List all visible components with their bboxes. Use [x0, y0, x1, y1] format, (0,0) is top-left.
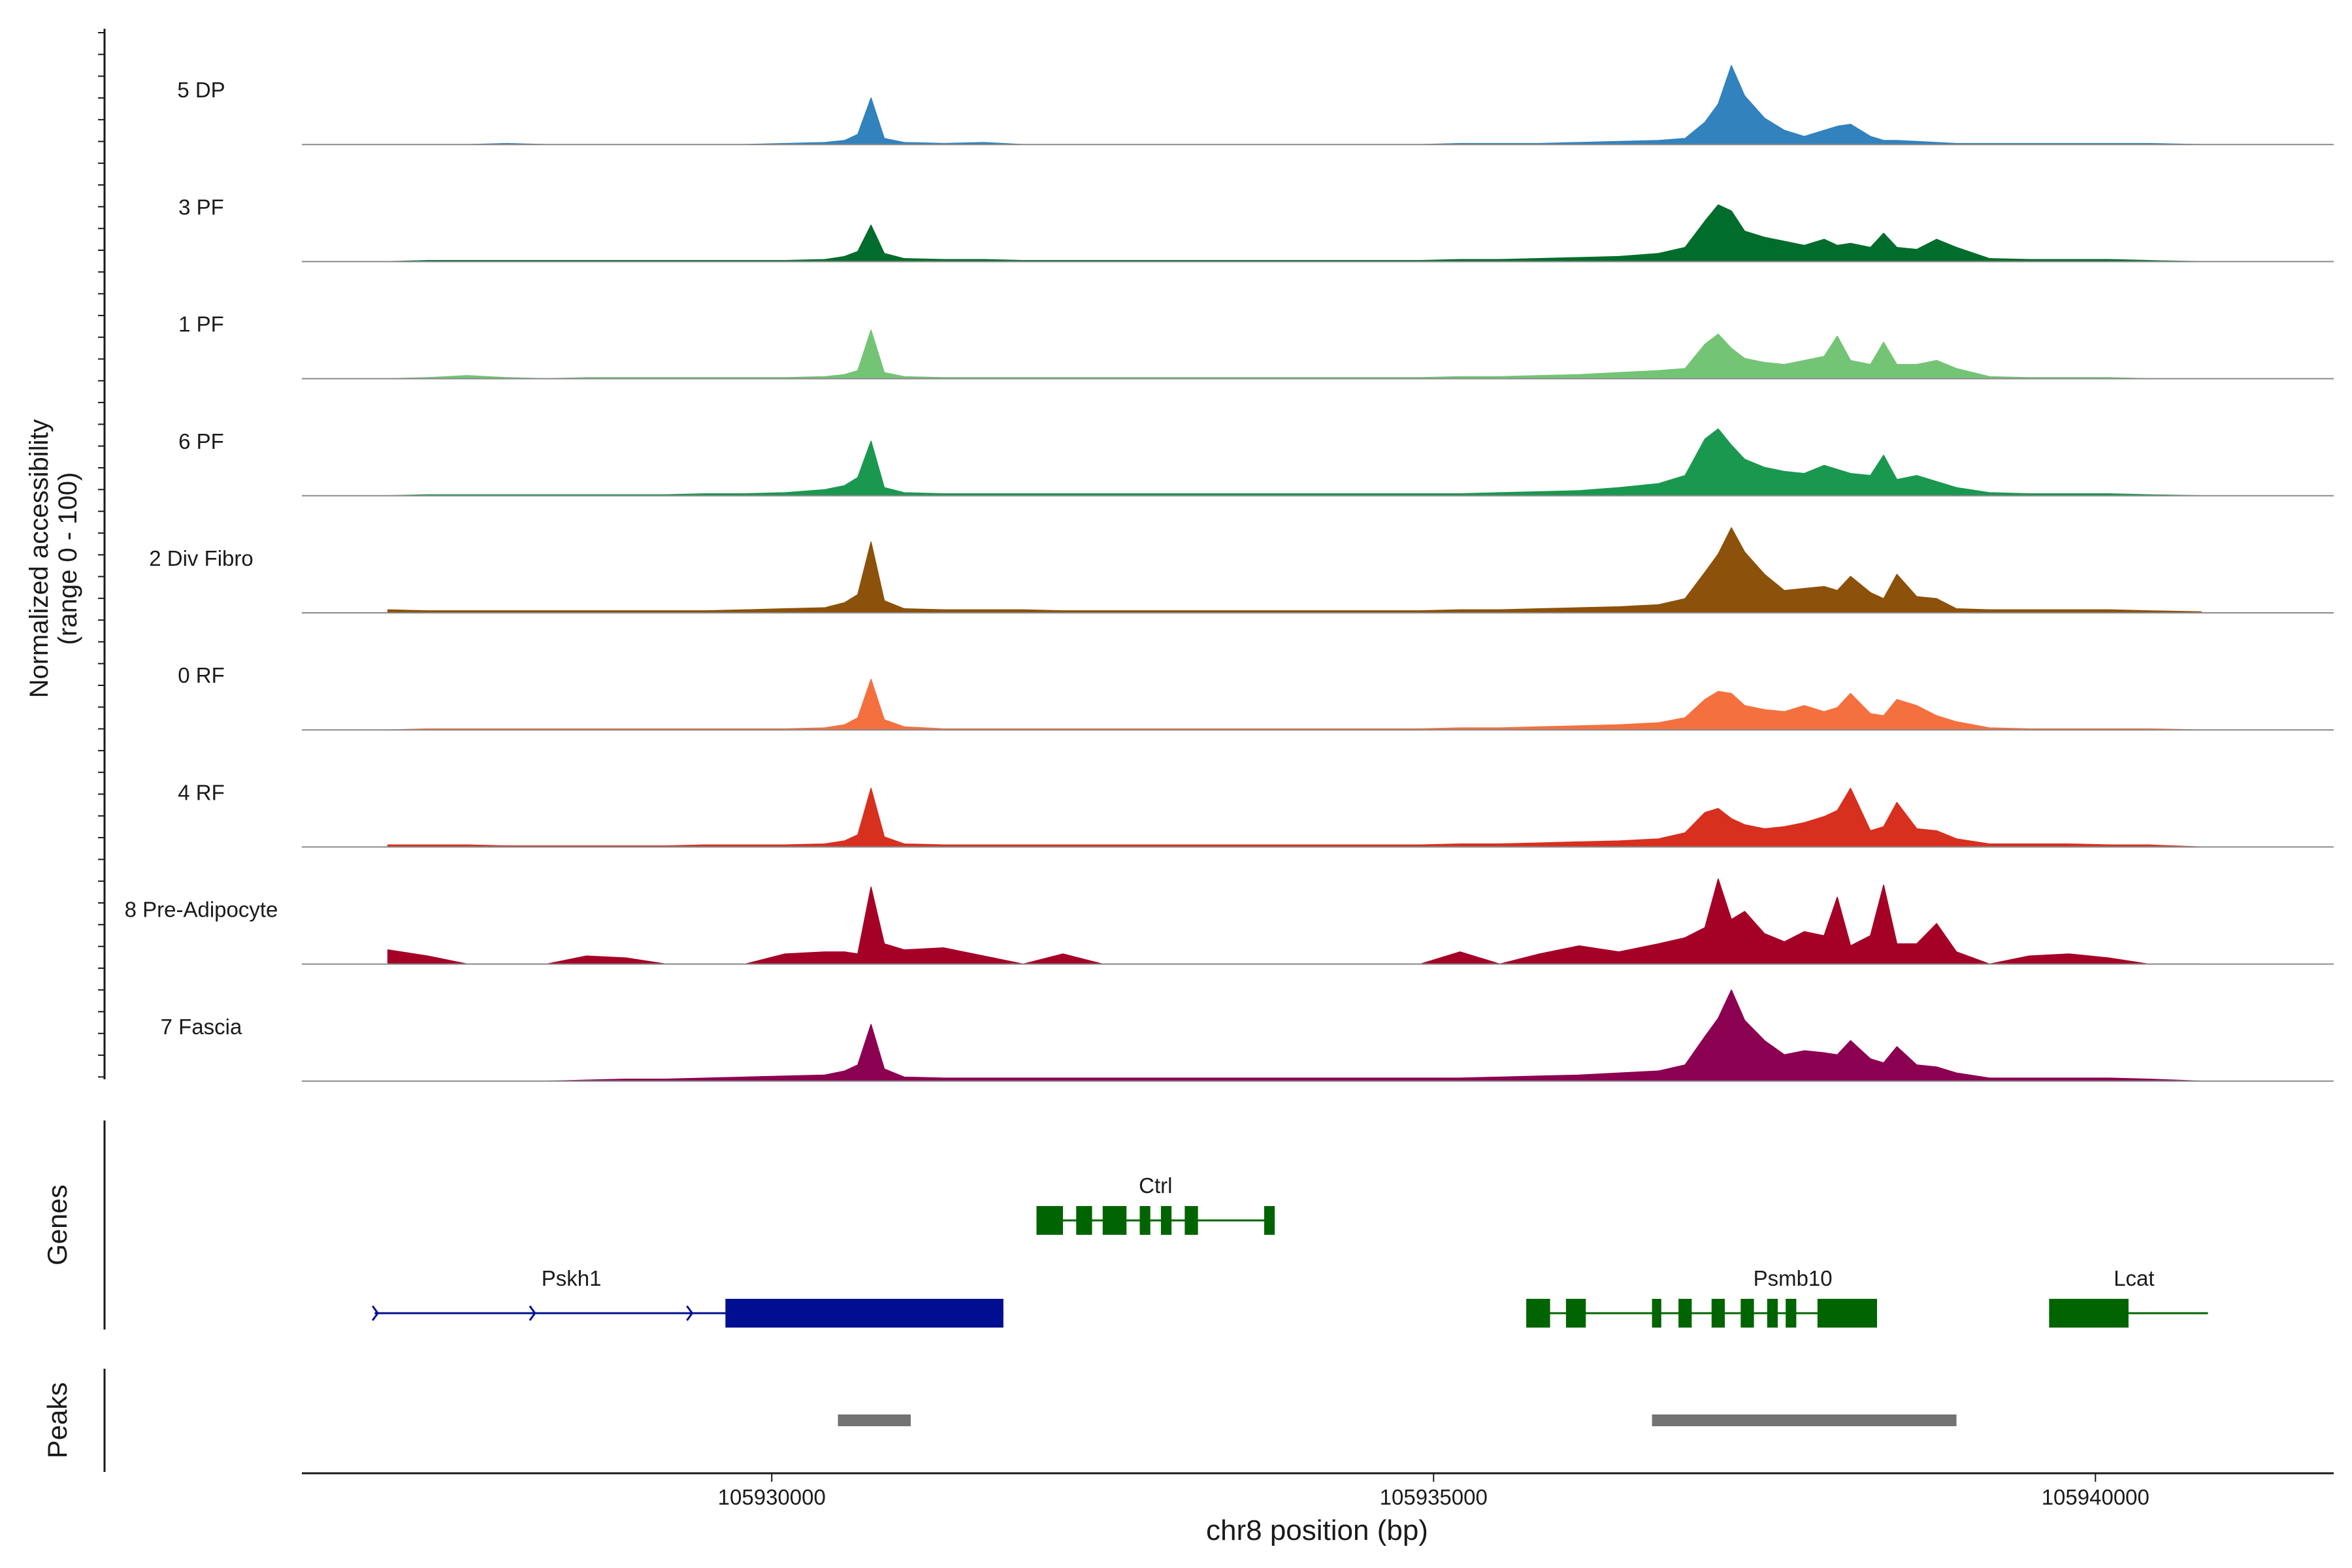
- track-label-8-pre-adipocyte: 8 Pre-Adipocyte: [125, 898, 278, 922]
- gene-psmb10: Psmb10: [1526, 1266, 1878, 1328]
- exon-block: [1160, 1206, 1172, 1235]
- exon-block: [1102, 1206, 1127, 1235]
- track-label-5-dp: 5 DP: [177, 78, 225, 102]
- exon-block: [1786, 1299, 1797, 1328]
- track-3-pf: 3 PF: [178, 195, 2334, 263]
- exon-block: [1076, 1206, 1092, 1235]
- y-axis-title-line1: Normalized accessibility: [25, 419, 54, 698]
- strand-arrow: [686, 1305, 694, 1321]
- exon-block: [1565, 1299, 1586, 1328]
- genes-track-label: Genes: [42, 1184, 73, 1266]
- track-4-rf: 4 RF: [178, 780, 2334, 848]
- coverage-area-3-pf: [387, 204, 2202, 263]
- exon-block: [1036, 1206, 1063, 1235]
- track-label-0-rf: 0 RF: [178, 663, 225, 687]
- exon-block: [1740, 1299, 1754, 1328]
- coverage-area-1-pf: [387, 329, 2202, 380]
- track-label-7-fascia: 7 Fascia: [161, 1015, 242, 1039]
- gene-label-ctrl: Ctrl: [1139, 1173, 1172, 1198]
- exon-block: [1526, 1299, 1550, 1328]
- track-label-4-rf: 4 RF: [178, 780, 225, 804]
- exon-block: [1678, 1299, 1692, 1328]
- track-8-pre-adipocyte: 8 Pre-Adipocyte: [125, 878, 2334, 965]
- track-0-rf: 0 RF: [178, 663, 2334, 731]
- exon-block: [1264, 1206, 1275, 1235]
- gene-lcat: Lcat: [2049, 1266, 2208, 1328]
- track-5-dp: 5 DP: [177, 65, 2334, 146]
- exon-block: [1817, 1299, 1878, 1328]
- coverage-area-7-fascia: [387, 989, 2202, 1082]
- x-tick-label: 105935000: [1380, 1485, 1488, 1509]
- coverage-tracks: 5 DP 3 PF 1 PF 6 PF 2 Div Fibro 0 RF 4 RF 8 Pre…: [125, 65, 2334, 1082]
- track-label-1-pf: 1 PF: [178, 312, 224, 336]
- gene-label-psmb10: Psmb10: [1754, 1266, 1833, 1290]
- strand-arrow: [372, 1305, 380, 1321]
- coverage-area-0-rf: [387, 678, 2202, 730]
- coverage-area-6-pf: [387, 428, 2202, 497]
- x-tick-label: 105940000: [2042, 1485, 2149, 1509]
- exon-block: [1184, 1206, 1198, 1235]
- coverage-y-axis: [98, 29, 106, 1079]
- gene-label-pskh1: Pskh1: [542, 1266, 602, 1290]
- exon-block: [725, 1299, 1004, 1328]
- track-7-fascia: 7 Fascia: [161, 989, 2334, 1082]
- exon-block: [2049, 1299, 2129, 1328]
- y-axis-title-line2: (range 0 - 100): [54, 472, 82, 645]
- peak-region: [838, 1414, 911, 1426]
- exon-block: [1652, 1299, 1661, 1328]
- track-2-div-fibro: 2 Div Fibro: [149, 527, 2334, 613]
- gene-pskh1: Pskh1: [372, 1266, 1004, 1328]
- gene-label-lcat: Lcat: [2114, 1266, 2154, 1290]
- exon-block: [1767, 1299, 1778, 1328]
- exon-block: [1711, 1299, 1725, 1328]
- peaks-track: [838, 1414, 1957, 1426]
- coverage-area-2-div-fibro: [387, 527, 2202, 613]
- coverage-area-4-rf: [387, 787, 2202, 848]
- gene-ctrl: Ctrl: [1036, 1173, 1275, 1235]
- x-axis-title: chr8 position (bp): [1206, 1514, 1428, 1546]
- track-6-pf: 6 PF: [178, 428, 2334, 497]
- track-label-6-pf: 6 PF: [178, 429, 224, 453]
- genes-track: Ctrl Pskh1 Psmb10 Lcat: [372, 1173, 2208, 1328]
- x-tick-label: 105930000: [718, 1485, 826, 1509]
- peaks-track-label: Peaks: [42, 1382, 73, 1459]
- track-1-pf: 1 PF: [178, 312, 2334, 380]
- strand-arrow: [529, 1305, 536, 1321]
- exon-block: [1139, 1206, 1151, 1235]
- track-label-2-div-fibro: 2 Div Fibro: [149, 546, 253, 570]
- x-axis-ticks: 105930000 105935000 105940000: [718, 1473, 2149, 1509]
- track-label-3-pf: 3 PF: [178, 195, 224, 219]
- peak-region: [1652, 1414, 1957, 1426]
